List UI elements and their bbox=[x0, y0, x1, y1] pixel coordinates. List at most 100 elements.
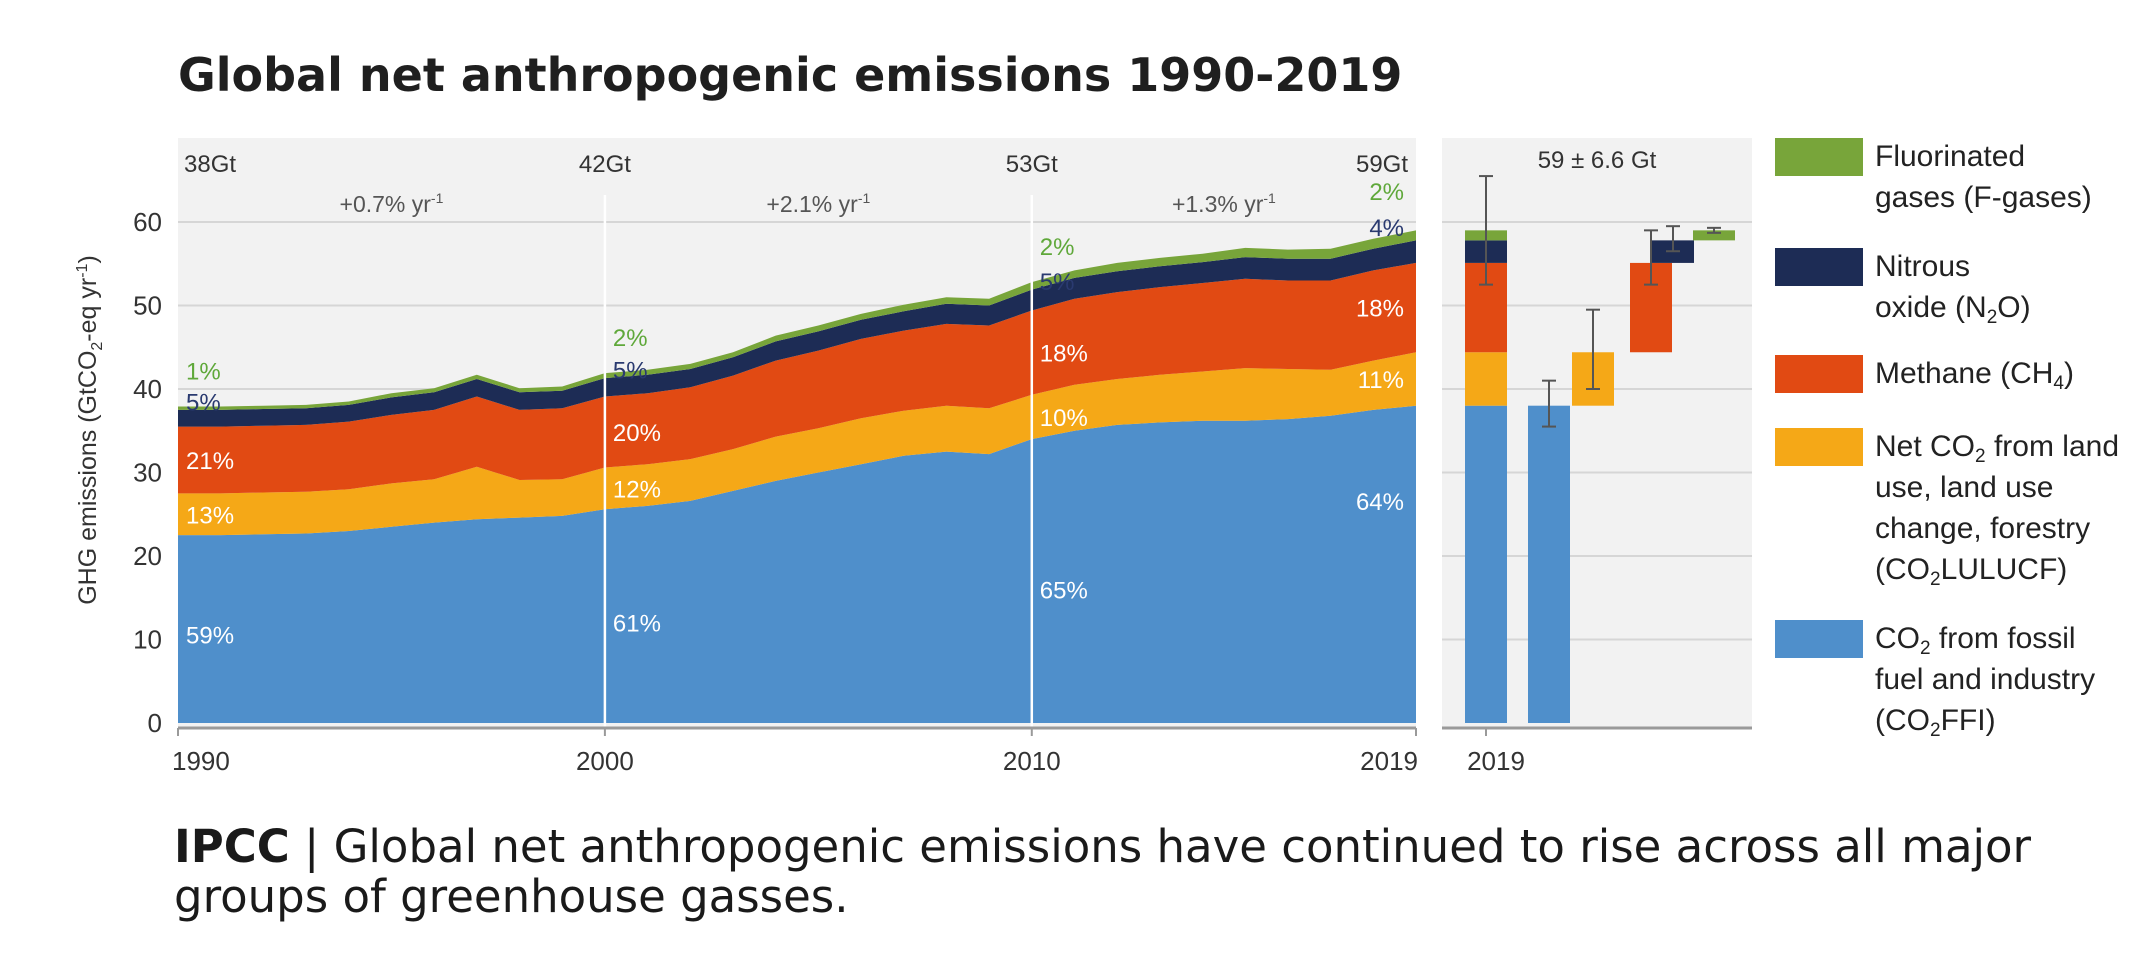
share-label-n2o: 4% bbox=[1369, 215, 1404, 242]
legend-label-sub: 2 bbox=[1975, 446, 1986, 467]
legend-label-text: (CO bbox=[1875, 553, 1930, 586]
legend-label-text: Nitrous bbox=[1875, 250, 1970, 283]
growth-rate-label: +1.3% yr-1 bbox=[1172, 190, 1276, 217]
y-tick-label: 10 bbox=[133, 625, 162, 655]
stacked-bar-segment-co2_lulucf bbox=[1465, 352, 1507, 406]
waterfall-x-label: 2019 bbox=[1467, 746, 1525, 776]
legend-label-text: Methane (CH bbox=[1875, 357, 2053, 390]
growth-rate-label: +2.1% yr-1 bbox=[766, 190, 870, 217]
legend-label-text: from land bbox=[1986, 430, 2119, 463]
legend-swatch-co2_ffi bbox=[1775, 620, 1863, 658]
share-label-fgas: 2% bbox=[1369, 179, 1404, 206]
legend-label-text: use, land use bbox=[1875, 471, 2053, 504]
legend-label-text: fuel and industry bbox=[1875, 663, 2095, 696]
growth-rate-sup: -1 bbox=[858, 190, 871, 206]
legend-label-sub: 4 bbox=[2053, 373, 2064, 394]
total-label: 38Gt bbox=[184, 151, 236, 178]
y-tick-label: 0 bbox=[148, 708, 162, 738]
legend-label-co2_ffi: (CO2FFI) bbox=[1875, 704, 1996, 741]
area-series-n2o bbox=[178, 240, 1416, 427]
share-label-ch4: 18% bbox=[1040, 341, 1088, 368]
legend-swatch-fgas bbox=[1775, 138, 1863, 176]
waterfall-step-fgas bbox=[1693, 230, 1735, 241]
growth-rate-text: +1.3% yr bbox=[1172, 191, 1264, 217]
y-axis-label-part: GHG emissions (GtCO bbox=[74, 351, 102, 605]
share-label-co2_ffi: 64% bbox=[1356, 489, 1404, 516]
legend-label-text: FFI) bbox=[1941, 704, 1996, 737]
legend-label-co2_ffi: fuel and industry bbox=[1875, 663, 2095, 696]
x-tick-label: 1990 bbox=[172, 746, 230, 776]
share-label-co2_lulucf: 13% bbox=[186, 502, 234, 529]
growth-rate-sup: -1 bbox=[1263, 190, 1276, 206]
y-tick-label: 30 bbox=[133, 458, 162, 488]
share-label-n2o: 5% bbox=[613, 358, 648, 385]
legend-label-n2o: oxide (N2O) bbox=[1875, 291, 2031, 328]
legend-label-text: oxide (N bbox=[1875, 291, 1987, 324]
legend-swatch-co2_lulucf bbox=[1775, 428, 1863, 466]
legend-label-sub: 2 bbox=[1920, 638, 1931, 659]
legend-swatch-ch4 bbox=[1775, 355, 1863, 393]
caption-text: Global net anthropogenic emissions have … bbox=[174, 820, 2032, 923]
share-label-fgas: 2% bbox=[613, 325, 648, 352]
share-label-co2_ffi: 65% bbox=[1040, 578, 1088, 605]
caption-source: IPCC bbox=[174, 820, 290, 873]
area-series-ch4 bbox=[178, 262, 1416, 494]
y-tick-label: 50 bbox=[133, 291, 162, 321]
share-label-ch4: 18% bbox=[1356, 296, 1404, 323]
share-label-ch4: 21% bbox=[186, 448, 234, 475]
legend-label-fgas: gases (F-gases) bbox=[1875, 181, 2092, 214]
legend-label-fgas: Fluorinated bbox=[1875, 140, 2025, 173]
legend-label-text: gases (F-gases) bbox=[1875, 181, 2092, 214]
share-label-ch4: 20% bbox=[613, 420, 661, 447]
growth-rate-label: +0.7% yr-1 bbox=[340, 190, 444, 217]
total-label: 42Gt bbox=[579, 151, 631, 178]
legend-label-text: from fossil bbox=[1931, 622, 2076, 655]
share-label-co2_ffi: 59% bbox=[186, 623, 234, 650]
legend-label-sub: 2 bbox=[1930, 569, 1941, 590]
growth-rate-text: +0.7% yr bbox=[340, 191, 432, 217]
y-tick-label: 40 bbox=[133, 374, 162, 404]
y-tick-label: 20 bbox=[133, 541, 162, 571]
share-label-co2_lulucf: 10% bbox=[1040, 405, 1088, 432]
share-label-fgas: 2% bbox=[1040, 234, 1075, 261]
total-label: 53Gt bbox=[1006, 151, 1058, 178]
stacked-bar-segment-co2_ffi bbox=[1465, 405, 1507, 723]
legend-label-co2_ffi: CO2 from fossil bbox=[1875, 622, 2076, 659]
share-label-n2o: 5% bbox=[1040, 269, 1075, 296]
waterfall-title: 59 ± 6.6 Gt bbox=[1538, 147, 1657, 174]
share-label-co2_lulucf: 11% bbox=[1358, 367, 1404, 394]
legend-label-text: O) bbox=[1997, 291, 2030, 324]
legend-label-ch4: Methane (CH4) bbox=[1875, 357, 2074, 394]
legend-label-text: LULUCF) bbox=[1941, 553, 2068, 586]
x-tick-label: 2000 bbox=[576, 746, 634, 776]
y-axis-label-sub: 2 bbox=[89, 342, 106, 351]
total-label: 59Gt bbox=[1356, 151, 1408, 178]
area-series-co2_lulucf bbox=[178, 352, 1416, 536]
y-axis-label-sup: -1 bbox=[74, 263, 91, 277]
share-label-fgas: 1% bbox=[186, 358, 221, 385]
x-tick-label: 2010 bbox=[1003, 746, 1061, 776]
legend-label-text: (CO bbox=[1875, 704, 1930, 737]
legend-label-co2_lulucf: use, land use bbox=[1875, 471, 2053, 504]
waterfall-step-co2_ffi bbox=[1528, 405, 1570, 723]
legend-label-co2_lulucf: Net CO2 from land bbox=[1875, 430, 2119, 467]
y-axis-label: GHG emissions (GtCO2-eq yr-1) bbox=[74, 255, 106, 605]
y-axis-label-part: -eq yr bbox=[74, 278, 102, 342]
area-series-co2_ffi bbox=[178, 405, 1416, 723]
x-tick-label: 2019 bbox=[1360, 746, 1418, 776]
legend-label-n2o: Nitrous bbox=[1875, 250, 1970, 283]
share-label-co2_lulucf: 12% bbox=[613, 476, 661, 503]
y-axis-label-part: ) bbox=[74, 255, 102, 263]
legend-label-co2_lulucf: (CO2LULUCF) bbox=[1875, 553, 2067, 590]
legend-swatch-n2o bbox=[1775, 248, 1863, 286]
legend-label-co2_lulucf: change, forestry bbox=[1875, 512, 2090, 545]
share-label-co2_ffi: 61% bbox=[613, 611, 661, 638]
figure-caption: IPCC | Global net anthropogenic emission… bbox=[174, 822, 2074, 922]
legend-label-text: Net CO bbox=[1875, 430, 1975, 463]
legend-label-sub: 2 bbox=[1987, 307, 1998, 328]
legend-label-text: Fluorinated bbox=[1875, 140, 2025, 173]
emissions-figure: 0 10 20 30 40 50 60 1990 2000 2010 2019 GHG emissio… bbox=[74, 138, 2119, 776]
legend-label-text: ) bbox=[2064, 357, 2074, 390]
legend-label-sub: 2 bbox=[1930, 720, 1941, 741]
legend-label-text: CO bbox=[1875, 622, 1920, 655]
